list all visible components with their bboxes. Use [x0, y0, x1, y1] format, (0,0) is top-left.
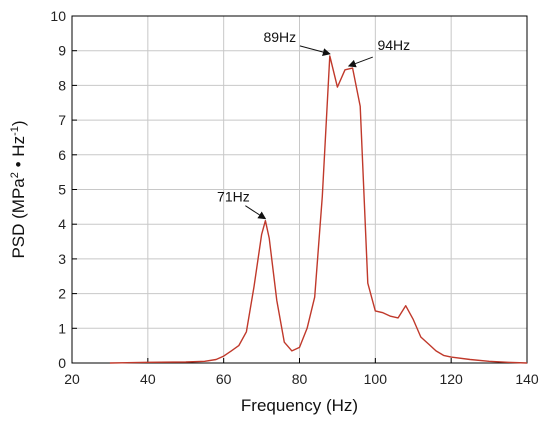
- psd-series-line: [109, 55, 528, 364]
- y-tick-label: 0: [58, 355, 66, 371]
- x-tick-label: 100: [364, 371, 388, 387]
- y-axis-title-base: PSD (MPa: [9, 178, 28, 259]
- annotation-label: 94Hz: [377, 37, 410, 53]
- x-tick-label: 120: [439, 371, 463, 387]
- annotation-arrow: [245, 205, 267, 220]
- y-axis-title-sup1: 2: [9, 172, 21, 178]
- y-tick-label: 1: [58, 320, 66, 336]
- axis-ticks: 20 40 60 80 100 120 140 0 1 2 3 4 5 6 7 8 9 10: [50, 8, 538, 387]
- y-axis-title-end: ): [9, 120, 28, 126]
- annotation-label: 71Hz: [217, 189, 250, 205]
- y-axis-title-mid: • Hz: [9, 136, 28, 172]
- x-tick-label: 40: [140, 371, 156, 387]
- annotation-arrow: [299, 45, 331, 56]
- annotation-arrow: [347, 56, 373, 68]
- y-tick-label: 2: [58, 286, 66, 302]
- x-axis-title: Frequency (Hz): [241, 396, 358, 415]
- y-axis-title-sup2: -1: [9, 126, 21, 136]
- y-tick-label: 5: [58, 182, 66, 198]
- series-layer: [109, 55, 528, 364]
- grid: [72, 16, 527, 363]
- y-tick-label: 6: [58, 147, 66, 163]
- y-axis-title: PSD (MPa2 • Hz-1): [9, 120, 28, 258]
- y-tick-label: 3: [58, 251, 66, 267]
- x-tick-label: 140: [515, 371, 539, 387]
- x-tick-label: 80: [292, 371, 308, 387]
- x-tick-label: 60: [216, 371, 232, 387]
- y-tick-label: 9: [58, 43, 66, 59]
- x-tick-label: 20: [64, 371, 80, 387]
- y-tick-label: 4: [58, 216, 66, 232]
- annotations: 71Hz 89Hz 94Hz: [217, 29, 410, 220]
- y-tick-label: 8: [58, 77, 66, 93]
- annotation-label: 89Hz: [263, 29, 296, 45]
- y-tick-label: 10: [50, 8, 66, 24]
- y-tick-label: 7: [58, 112, 66, 128]
